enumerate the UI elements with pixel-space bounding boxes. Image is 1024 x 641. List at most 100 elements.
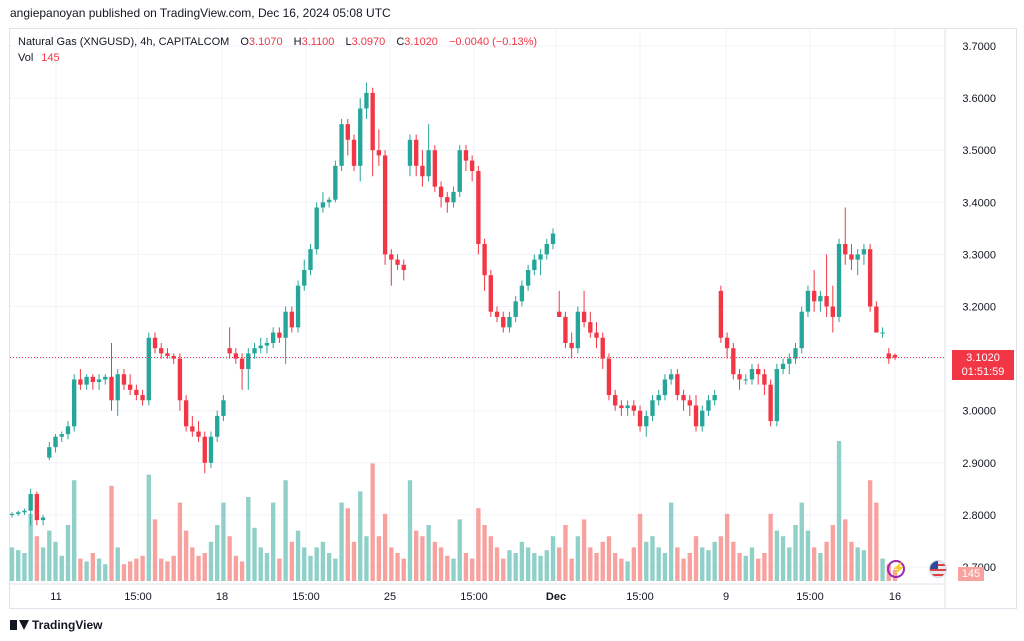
volume-bar xyxy=(724,513,730,581)
candle-body xyxy=(227,348,232,354)
volume-bar xyxy=(575,536,581,581)
legend-change: −0.0040 (−0.13%) xyxy=(449,36,538,48)
candle-body xyxy=(289,311,295,328)
volume-bar xyxy=(805,530,811,581)
tradingview-logo-icon xyxy=(10,620,29,630)
candle-body xyxy=(656,395,661,401)
volume-bar xyxy=(700,547,705,581)
candle-body xyxy=(463,150,469,161)
candle-body xyxy=(693,405,699,427)
volume-bar xyxy=(215,525,220,581)
volume-bar xyxy=(326,553,332,581)
x-tick-label: 11 xyxy=(50,591,61,603)
volume-bar xyxy=(557,547,562,581)
candle-body xyxy=(246,353,251,370)
volume-bar xyxy=(320,541,326,581)
candle-body xyxy=(805,290,811,312)
volume-bar xyxy=(712,541,717,581)
volume-bar xyxy=(134,558,139,581)
x-tick-label: 9 xyxy=(723,591,729,603)
candle-body xyxy=(519,285,525,302)
candle-body xyxy=(557,311,562,317)
volume-bar xyxy=(115,547,120,581)
candle-body xyxy=(59,434,64,437)
candle-body xyxy=(78,379,83,385)
volume-bar xyxy=(351,541,357,581)
legend-instrument[interactable]: Natural Gas (XNGUSD), 4h, CAPITALCOM xyxy=(18,36,230,48)
volume-bar xyxy=(289,541,295,581)
y-tick-label: 2.9000 xyxy=(962,458,996,470)
volume-bar xyxy=(488,536,493,581)
legend-volume-value: 145 xyxy=(41,52,60,64)
candle-body xyxy=(749,369,755,380)
volume-bar xyxy=(662,553,668,581)
y-tick-label: 3.4000 xyxy=(962,197,996,209)
candle-body xyxy=(830,306,835,317)
volume-bar xyxy=(376,536,382,581)
candle-body xyxy=(445,197,450,203)
bolt-icon[interactable]: ⚡ xyxy=(887,560,906,578)
candle-body xyxy=(358,108,363,166)
candle-body xyxy=(370,92,375,151)
volume-bar xyxy=(538,555,543,581)
candle-body xyxy=(221,400,226,416)
x-tick-label: 15:00 xyxy=(626,591,654,603)
volume-bar xyxy=(731,541,736,581)
volume-bar xyxy=(47,530,52,581)
volume-bar xyxy=(874,502,879,581)
publisher-line: angiepanoyan published on TradingView.co… xyxy=(10,6,391,20)
candle-body xyxy=(756,369,761,375)
candle-body xyxy=(159,348,164,354)
candle-body xyxy=(650,400,655,416)
candle-body xyxy=(264,342,270,346)
candle-body xyxy=(488,275,493,312)
volume-bar xyxy=(72,480,77,581)
footer-brand[interactable]: TradingView xyxy=(10,618,102,632)
candle-body xyxy=(712,395,717,401)
candle-body xyxy=(252,348,257,354)
candle-body xyxy=(420,165,425,177)
candle-body xyxy=(146,337,151,401)
candle-body xyxy=(787,358,792,364)
candle-body xyxy=(482,243,487,276)
volume-bar xyxy=(59,555,64,581)
candle-body xyxy=(339,124,344,166)
candle-body xyxy=(594,332,599,338)
candle-body xyxy=(190,426,195,432)
volume-bar xyxy=(706,550,711,581)
volume-bar xyxy=(407,480,413,581)
volume-bar xyxy=(314,547,319,581)
volume-bar xyxy=(96,558,102,581)
candle-body xyxy=(239,358,245,370)
candle-body xyxy=(625,405,630,409)
candle-body xyxy=(507,316,512,328)
candle-body xyxy=(202,436,207,463)
volume-bar xyxy=(389,547,394,581)
volume-bar xyxy=(718,536,724,581)
volume-bar xyxy=(650,536,655,581)
volume-bar xyxy=(227,536,232,581)
volume-bar xyxy=(482,525,487,581)
x-tick-label: Dec xyxy=(546,591,566,603)
volume-bar xyxy=(302,547,307,581)
candle-body xyxy=(152,337,158,349)
x-tick-label: 25 xyxy=(384,591,396,603)
volume-bar xyxy=(277,558,282,581)
candle-body xyxy=(612,395,618,406)
legend-volume-label[interactable]: Vol xyxy=(18,52,34,64)
candle-body xyxy=(874,306,879,333)
candle-body xyxy=(843,243,848,255)
candle-body xyxy=(65,426,71,435)
candle-body xyxy=(799,311,804,349)
volume-bar xyxy=(762,553,767,581)
candle-body xyxy=(818,296,823,302)
candle-body xyxy=(333,165,338,200)
candle-body xyxy=(457,150,462,192)
volume-bar xyxy=(581,519,587,581)
us-flag-icon[interactable] xyxy=(929,560,947,578)
candle-body xyxy=(407,139,413,166)
candle-body xyxy=(127,384,133,390)
x-tick-label: 15:00 xyxy=(124,591,152,603)
y-tick-label: 3.3000 xyxy=(962,249,996,261)
